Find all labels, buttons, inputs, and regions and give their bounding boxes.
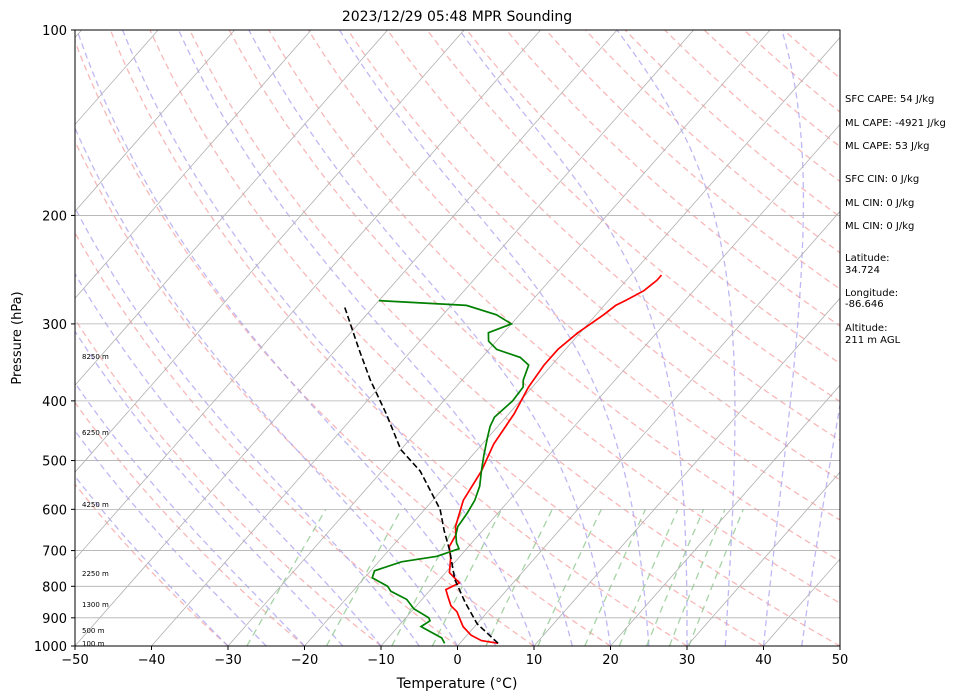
mixing-ratio-line [246,508,327,646]
stat-annotation: 211 m AGL [845,335,901,346]
dry-adiabat [545,30,840,290]
moist-adiabat [616,30,736,646]
stat-annotation: Altitude: [845,323,887,334]
height-label: 2250 m [82,570,109,578]
isotherm-line [75,30,618,646]
dry-adiabat [268,30,840,562]
y-tick-label: 100 [42,24,67,39]
temperature-line [444,274,663,645]
dry-adiabat [149,30,764,646]
dry-adiabat [75,39,611,646]
y-tick-label: 700 [42,545,67,560]
x-tick-label: −40 [138,653,165,668]
y-tick-label: 500 [42,455,67,470]
stat-annotation: Longitude: [845,288,898,299]
stat-annotation: SFC CAPE: 54 J/kg [845,94,934,105]
isotherm-line [304,36,840,646]
isotherm-line [227,30,771,646]
dry-adiabat [75,483,229,646]
stat-annotation: Latitude: [845,253,890,264]
x-tick-label: 40 [755,653,772,668]
chart-title: 2023/12/29 05:48 MPR Sounding [342,9,572,25]
stat-annotation: 34.724 [845,265,880,276]
y-tick-label: 600 [42,503,67,518]
x-tick-label: 30 [679,653,696,668]
x-tick-label: −30 [214,653,241,668]
stat-annotation: SFC CIN: 0 J/kg [845,174,919,185]
moist-adiabat [248,30,612,646]
moist-adiabat [801,401,840,646]
moist-adiabat [75,381,305,646]
moist-adiabat [75,429,267,646]
x-tick-label: 50 [832,653,849,668]
y-tick-label: 900 [42,612,67,627]
dry-adiabat [75,231,458,646]
x-tick-label: −10 [367,653,394,668]
stat-annotation: ML CAPE: -4921 J/kg [845,118,946,129]
y-tick-label: 1000 [34,640,67,655]
moist-adiabat [76,30,497,646]
height-label: 100 m [82,640,105,648]
isotherm-line [686,471,840,646]
moist-adiabat [75,206,420,646]
isotherm-line [151,30,694,646]
isotherm-line [75,30,465,473]
moist-adiabat [178,30,573,646]
dry-adiabat [307,30,840,521]
height-label: 1300 m [82,601,109,609]
mixing-ratio-line [325,508,402,646]
moist-adiabat [75,272,382,646]
isotherm-line [75,30,235,212]
height-label: 8250 m [82,353,109,361]
mixing-ratio-line [391,509,464,646]
stat-annotation: ML CAPE: 53 J/kg [845,141,929,152]
x-tick-label: 0 [453,653,461,668]
x-tick-label: 10 [526,653,543,668]
stat-annotation: ML CIN: 0 J/kg [845,221,914,232]
isotherm-line [610,384,840,646]
moist-adiabat [762,30,805,646]
moist-adiabat [338,30,650,646]
stat-annotation: -86.646 [845,299,884,310]
dry-adiabat [386,30,840,442]
parcel-path-line [343,305,499,644]
dewpoint-line [371,299,530,644]
dry-adiabat [109,30,688,646]
isotherm-line [457,210,840,646]
dry-adiabat [347,30,840,481]
y-tick-label: 200 [42,209,67,224]
dry-adiabat [426,30,840,403]
y-tick-label: 300 [42,318,67,333]
x-axis-label: Temperature (°C) [396,676,518,692]
isotherm-line [533,297,840,646]
y-tick-label: 400 [42,395,67,410]
y-tick-label: 800 [42,580,67,595]
dry-adiabat [228,30,840,604]
isotherm-line [75,30,312,299]
dry-adiabat [75,139,535,646]
x-tick-label: −50 [61,653,88,668]
moist-adiabat [458,30,688,646]
height-label: 6250 m [82,429,109,437]
stat-annotation: ML CIN: 0 J/kg [845,198,914,209]
moist-adiabat [75,126,459,646]
x-tick-label: 20 [602,653,619,668]
dry-adiabat [189,30,840,646]
isotherm-line [75,30,388,386]
y-axis-label: Pressure (hPa) [10,291,25,384]
moist-adiabat [75,475,229,646]
isotherm-line [75,30,541,560]
height-label: 500 m [82,627,105,635]
x-tick-label: −20 [291,653,318,668]
isotherm-line [380,123,840,646]
height-label: 4250 m [82,501,109,509]
